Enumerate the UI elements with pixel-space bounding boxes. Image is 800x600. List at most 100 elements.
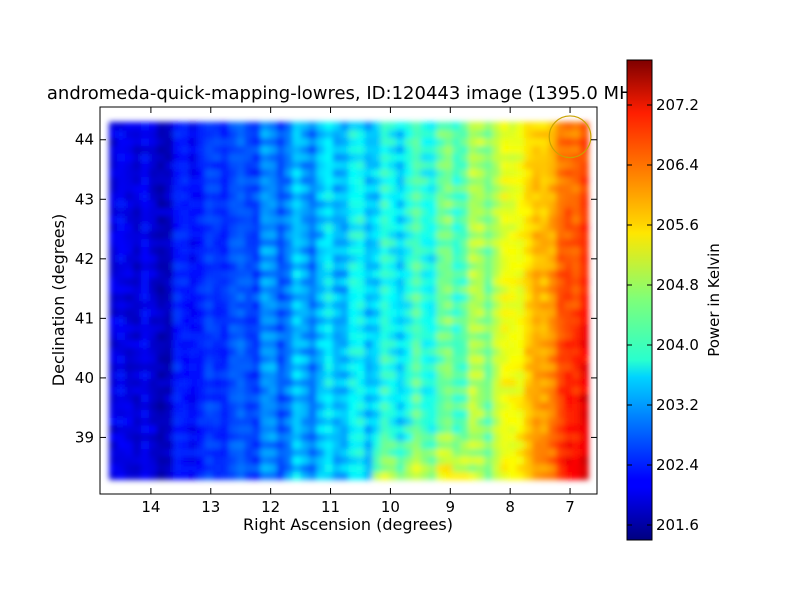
- heatmap-cell: [516, 370, 525, 379]
- heatmap-cell: [580, 292, 589, 302]
- heatmap-cell: [564, 416, 573, 426]
- heatmap-cell: [124, 409, 134, 418]
- heatmap-cell: [484, 331, 494, 341]
- heatmap-cell: [572, 455, 581, 465]
- heatmap-cell: [372, 292, 382, 302]
- heatmap-cell: [492, 385, 501, 395]
- heatmap-cell: [516, 323, 525, 333]
- heatmap-cell: [332, 269, 342, 279]
- heatmap-cell: [412, 277, 422, 286]
- heatmap-cell: [124, 230, 134, 240]
- heatmap-cell: [380, 129, 390, 139]
- heatmap-cell: [508, 471, 517, 480]
- heatmap-cell: [180, 176, 190, 185]
- heatmap-cell: [444, 168, 454, 178]
- heatmap-cell: [236, 168, 246, 178]
- heatmap-cell: [332, 222, 342, 232]
- heatmap-cell: [572, 145, 581, 154]
- heatmap-cell: [124, 152, 134, 162]
- heatmap-cell: [164, 393, 174, 403]
- heatmap-cell: [380, 152, 390, 162]
- heatmap-cell: [172, 222, 182, 232]
- heatmap-cell: [308, 385, 318, 395]
- heatmap-cell: [356, 137, 366, 146]
- heatmap-cell: [268, 253, 278, 263]
- heatmap-cell: [332, 152, 342, 162]
- heatmap-cell: [380, 331, 390, 341]
- heatmap-cell: [444, 409, 454, 418]
- heatmap-cell: [532, 129, 541, 139]
- heatmap-cell: [444, 362, 454, 372]
- heatmap-cell: [300, 339, 310, 348]
- heatmap-cell: [540, 401, 549, 411]
- heatmap-cell: [380, 471, 390, 480]
- heatmap-cell: [556, 199, 565, 209]
- heatmap-cell: [452, 378, 462, 387]
- heatmap-cell: [292, 184, 302, 193]
- heatmap-cell: [508, 253, 517, 263]
- heatmap-cell: [316, 424, 326, 434]
- heatmap-cell: [356, 316, 366, 325]
- heatmap-cell: [524, 292, 533, 302]
- heatmap-cell: [268, 246, 278, 255]
- heatmap-cell: [332, 246, 342, 255]
- heatmap-cell: [356, 152, 366, 162]
- heatmap-cell: [420, 362, 430, 372]
- heatmap-cell: [228, 230, 238, 240]
- heatmap-cell: [340, 269, 350, 279]
- heatmap-cell: [356, 277, 366, 286]
- heatmap-cell: [404, 121, 414, 131]
- heatmap-cell: [324, 261, 334, 271]
- heatmap-cell: [188, 385, 198, 395]
- heatmap-cell: [196, 246, 206, 255]
- heatmap-cell: [132, 145, 142, 154]
- heatmap-cell: [164, 440, 174, 449]
- heatmap-cell: [404, 129, 414, 139]
- heatmap-cell: [428, 168, 438, 178]
- heatmap-cell: [220, 261, 230, 271]
- heatmap-cell: [572, 207, 581, 216]
- heatmap-cell: [188, 370, 198, 379]
- heatmap-cell: [428, 129, 438, 139]
- heatmap-cell: [484, 129, 494, 139]
- heatmap-cell: [188, 448, 198, 457]
- heatmap-cell: [492, 455, 501, 465]
- heatmap-cell: [564, 253, 573, 263]
- heatmap-cell: [180, 463, 190, 473]
- heatmap-cell: [372, 401, 382, 411]
- heatmap-cell: [452, 409, 462, 418]
- heatmap-cell: [444, 215, 454, 224]
- heatmap-cell: [580, 323, 589, 333]
- heatmap-cell: [580, 145, 589, 154]
- heatmap-cell: [476, 160, 486, 170]
- heatmap-cell: [404, 385, 414, 395]
- heatmap-cell: [164, 246, 174, 255]
- heatmap-cell: [412, 129, 422, 139]
- heatmap-cell: [260, 292, 270, 302]
- heatmap-cell: [276, 347, 286, 356]
- heatmap-cell: [132, 339, 142, 348]
- heatmap-cell: [452, 347, 462, 356]
- heatmap-cell: [500, 253, 509, 263]
- heatmap-cell: [580, 424, 589, 434]
- heatmap-cell: [180, 129, 190, 139]
- heatmap-cell: [372, 129, 382, 139]
- heatmap-cell: [388, 331, 398, 341]
- heatmap-cell: [268, 168, 278, 178]
- heatmap-cell: [380, 378, 390, 387]
- heatmap-cell: [236, 471, 246, 480]
- heatmap-cell: [308, 308, 318, 317]
- heatmap-cell: [364, 393, 374, 403]
- heatmap-cell: [212, 308, 222, 317]
- heatmap-cell: [540, 385, 549, 395]
- heatmap-cell: [140, 401, 150, 411]
- heatmap-cell: [580, 215, 589, 224]
- heatmap-cell: [508, 191, 517, 201]
- heatmap-cell: [444, 269, 454, 279]
- heatmap-cell: [436, 378, 446, 387]
- heatmap-cell: [196, 253, 206, 263]
- heatmap-cell: [148, 385, 158, 395]
- heatmap-cell: [164, 253, 174, 263]
- heatmap-cell: [572, 230, 581, 240]
- heatmap-cell: [196, 238, 206, 247]
